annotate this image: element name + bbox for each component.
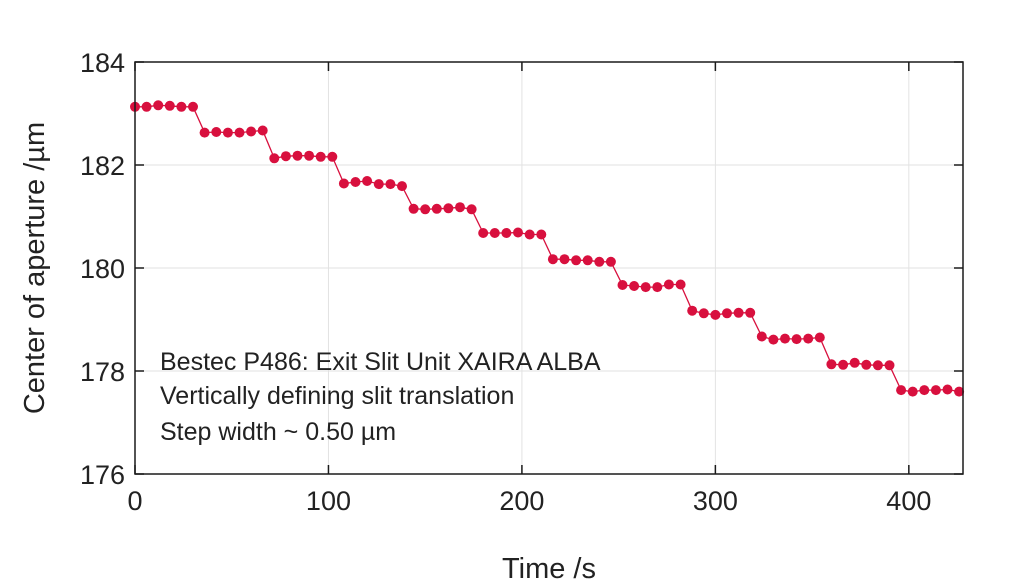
data-point	[338, 178, 349, 189]
data-point	[489, 228, 500, 238]
y-axis-title: Center of aperture /µm	[19, 122, 51, 414]
data-point	[629, 281, 640, 291]
data-point	[930, 385, 941, 396]
data-point	[513, 227, 523, 238]
data-point	[501, 228, 512, 238]
data-point	[663, 279, 674, 290]
data-point	[861, 359, 872, 370]
x-tick-label: 400	[886, 486, 931, 516]
data-point	[176, 101, 187, 112]
data-point	[780, 333, 790, 344]
data-point	[455, 202, 465, 213]
data-point	[582, 255, 593, 266]
data-point	[153, 100, 164, 111]
data-point	[907, 386, 918, 397]
data-point	[594, 256, 605, 267]
y-tick-label: 178	[80, 357, 125, 387]
tick-layer: 0 100 200 300 400 176 178 180 182 184	[80, 48, 963, 516]
y-tick-label: 180	[80, 254, 125, 284]
x-tick-label: 100	[306, 486, 351, 516]
data-point	[896, 385, 907, 396]
y-tick-label: 182	[80, 151, 125, 181]
data-point	[431, 203, 442, 214]
data-point	[559, 254, 570, 265]
annotation-description: Vertically defining slit translation	[160, 382, 514, 410]
data-point	[304, 150, 315, 161]
data-point	[698, 308, 709, 319]
x-tick-label: 300	[693, 486, 738, 516]
grid	[135, 62, 963, 474]
data-point	[652, 282, 663, 293]
data-point	[222, 127, 233, 138]
data-point	[838, 359, 849, 370]
data-point	[919, 385, 930, 396]
data-point	[443, 203, 454, 214]
x-tick-label: 0	[127, 486, 142, 516]
y-tick-label: 176	[80, 460, 125, 490]
data-point	[397, 181, 407, 192]
data-point	[547, 254, 558, 265]
data-point	[722, 308, 732, 319]
y-tick-label: 184	[80, 48, 125, 78]
data-point	[362, 176, 373, 186]
data-point	[199, 127, 210, 138]
data-point	[373, 179, 384, 190]
data-point	[478, 228, 489, 238]
data-point	[803, 333, 814, 344]
data-point	[954, 386, 965, 397]
data-point	[872, 360, 883, 371]
data-point	[605, 256, 616, 267]
data-point	[257, 125, 268, 136]
data-point	[687, 305, 698, 316]
data-point	[884, 360, 895, 371]
data-point	[849, 357, 860, 368]
data-point	[791, 334, 802, 345]
data-point	[768, 334, 779, 345]
data-point	[234, 127, 245, 138]
data-point	[327, 151, 338, 162]
data-point	[350, 177, 361, 187]
data-point	[617, 280, 628, 290]
data-point	[710, 309, 721, 320]
data-point	[571, 255, 582, 266]
data-point	[814, 332, 825, 343]
annotation-step-width: Step width ~ 0.50 µm	[160, 418, 396, 446]
data-point	[280, 151, 291, 162]
data-point	[292, 150, 303, 161]
data-point	[826, 359, 837, 370]
data-point	[733, 307, 744, 318]
data-point	[466, 204, 477, 215]
data-point	[640, 282, 651, 293]
data-point	[536, 229, 547, 240]
data-point	[524, 229, 535, 240]
data-point	[315, 151, 326, 162]
data-point	[408, 203, 419, 214]
data-point	[211, 127, 222, 137]
data-point	[246, 126, 257, 137]
data-point	[745, 307, 756, 318]
x-tick-label: 200	[499, 486, 544, 516]
data-point	[942, 384, 953, 395]
data-point	[269, 153, 280, 164]
data-point	[164, 100, 175, 111]
data-point	[188, 101, 198, 112]
data-point	[385, 179, 396, 190]
annotation-instrument: Bestec P486: Exit Slit Unit XAIRA ALBA	[160, 348, 601, 376]
data-point	[675, 279, 686, 290]
series-layer	[130, 100, 965, 397]
data-point	[420, 204, 431, 215]
x-axis-title: Time /s	[502, 553, 596, 585]
data-point	[141, 101, 152, 112]
data-point	[756, 331, 767, 342]
